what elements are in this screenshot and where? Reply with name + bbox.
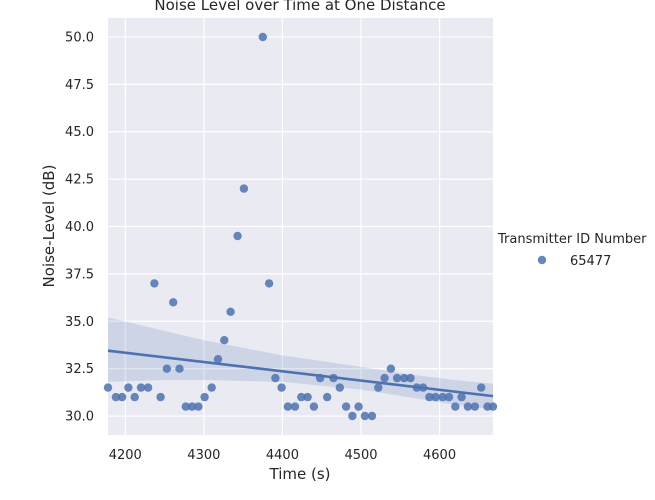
regression-line bbox=[107, 349, 494, 398]
data-point bbox=[341, 402, 351, 411]
data-point bbox=[207, 383, 216, 392]
data-point bbox=[117, 392, 127, 402]
data-point bbox=[162, 364, 172, 373]
data-point bbox=[297, 392, 306, 402]
data-point bbox=[360, 411, 370, 421]
data-point bbox=[425, 392, 434, 402]
chart-title: Noise Level over Time at One Distance bbox=[154, 0, 445, 14]
data-point bbox=[264, 279, 274, 288]
data-point bbox=[226, 307, 235, 316]
y-tick-label: 47.5 bbox=[65, 78, 94, 93]
data-point bbox=[488, 402, 498, 411]
legend-marker bbox=[537, 255, 547, 265]
data-point bbox=[418, 383, 428, 392]
data-point bbox=[463, 402, 473, 411]
x-tick-labels: 4200 4300 4400 4500 4600 bbox=[109, 448, 456, 463]
data-point bbox=[181, 402, 190, 411]
data-point bbox=[400, 373, 409, 383]
data-point bbox=[156, 392, 165, 402]
data-point bbox=[438, 392, 447, 402]
y-axis-label: Noise-Level (dB) bbox=[40, 165, 58, 288]
data-point bbox=[374, 383, 383, 392]
data-point bbox=[335, 383, 344, 392]
data-point bbox=[271, 373, 280, 383]
y-tick-label: 42.5 bbox=[65, 173, 94, 188]
y-tick-label: 37.5 bbox=[65, 267, 94, 282]
data-point bbox=[213, 355, 223, 364]
x-tick-label: 4600 bbox=[423, 448, 456, 463]
regression bbox=[107, 349, 494, 398]
legend-title: Transmitter ID Number bbox=[497, 232, 647, 247]
data-point bbox=[233, 231, 242, 241]
x-tick-label: 4500 bbox=[344, 448, 377, 463]
data-point bbox=[239, 184, 249, 193]
data-point bbox=[103, 383, 113, 392]
confidence-band bbox=[108, 317, 493, 410]
y-tick-labels: 30.0 32.5 35.0 37.5 40.0 42.5 45.0 47.5 50.0 bbox=[65, 30, 94, 424]
data-point bbox=[283, 402, 293, 411]
legend-label: 65477 bbox=[570, 254, 611, 269]
data-point bbox=[175, 364, 184, 373]
data-point bbox=[470, 402, 480, 411]
data-point bbox=[258, 32, 267, 42]
data-point bbox=[348, 411, 357, 421]
data-point bbox=[412, 383, 421, 392]
y-tick-label: 32.5 bbox=[65, 362, 94, 377]
data-point bbox=[392, 373, 402, 383]
data-point bbox=[477, 383, 486, 392]
data-point bbox=[150, 279, 159, 288]
data-point bbox=[367, 411, 377, 421]
data-point bbox=[220, 336, 229, 345]
data-point bbox=[187, 402, 197, 411]
legend: Transmitter ID Number 65477 bbox=[497, 232, 647, 269]
data-point bbox=[124, 383, 133, 392]
data-point bbox=[406, 373, 415, 383]
y-tick-label: 50.0 bbox=[65, 30, 94, 45]
x-tick-label: 4200 bbox=[109, 448, 142, 463]
data-point bbox=[315, 373, 325, 383]
data-point bbox=[303, 392, 312, 402]
data-point bbox=[444, 392, 454, 402]
data-point bbox=[277, 383, 286, 392]
data-point bbox=[130, 392, 139, 402]
y-tick-label: 45.0 bbox=[65, 125, 94, 140]
data-point bbox=[143, 383, 153, 392]
x-axis-label: Time (s) bbox=[269, 465, 331, 483]
data-point bbox=[329, 373, 338, 383]
data-point bbox=[323, 392, 332, 402]
x-tick-label: 4300 bbox=[187, 448, 220, 463]
data-point bbox=[194, 402, 203, 411]
data-point bbox=[136, 383, 146, 392]
grid-lines bbox=[108, 18, 493, 435]
data-point bbox=[431, 392, 440, 402]
data-point bbox=[451, 402, 460, 411]
data-point bbox=[386, 364, 396, 373]
data-point bbox=[169, 298, 178, 307]
y-tick-label: 40.0 bbox=[65, 220, 94, 235]
y-tick-label: 30.0 bbox=[65, 410, 94, 425]
data-point bbox=[309, 402, 319, 411]
data-point bbox=[290, 402, 300, 411]
data-points bbox=[103, 32, 498, 421]
y-tick-label: 35.0 bbox=[65, 315, 94, 330]
data-point bbox=[354, 402, 363, 411]
x-tick-label: 4400 bbox=[266, 448, 299, 463]
data-point bbox=[111, 392, 121, 402]
data-point bbox=[380, 373, 389, 383]
data-point bbox=[200, 392, 209, 402]
confidence-band-area bbox=[108, 317, 493, 410]
data-point bbox=[457, 392, 466, 402]
